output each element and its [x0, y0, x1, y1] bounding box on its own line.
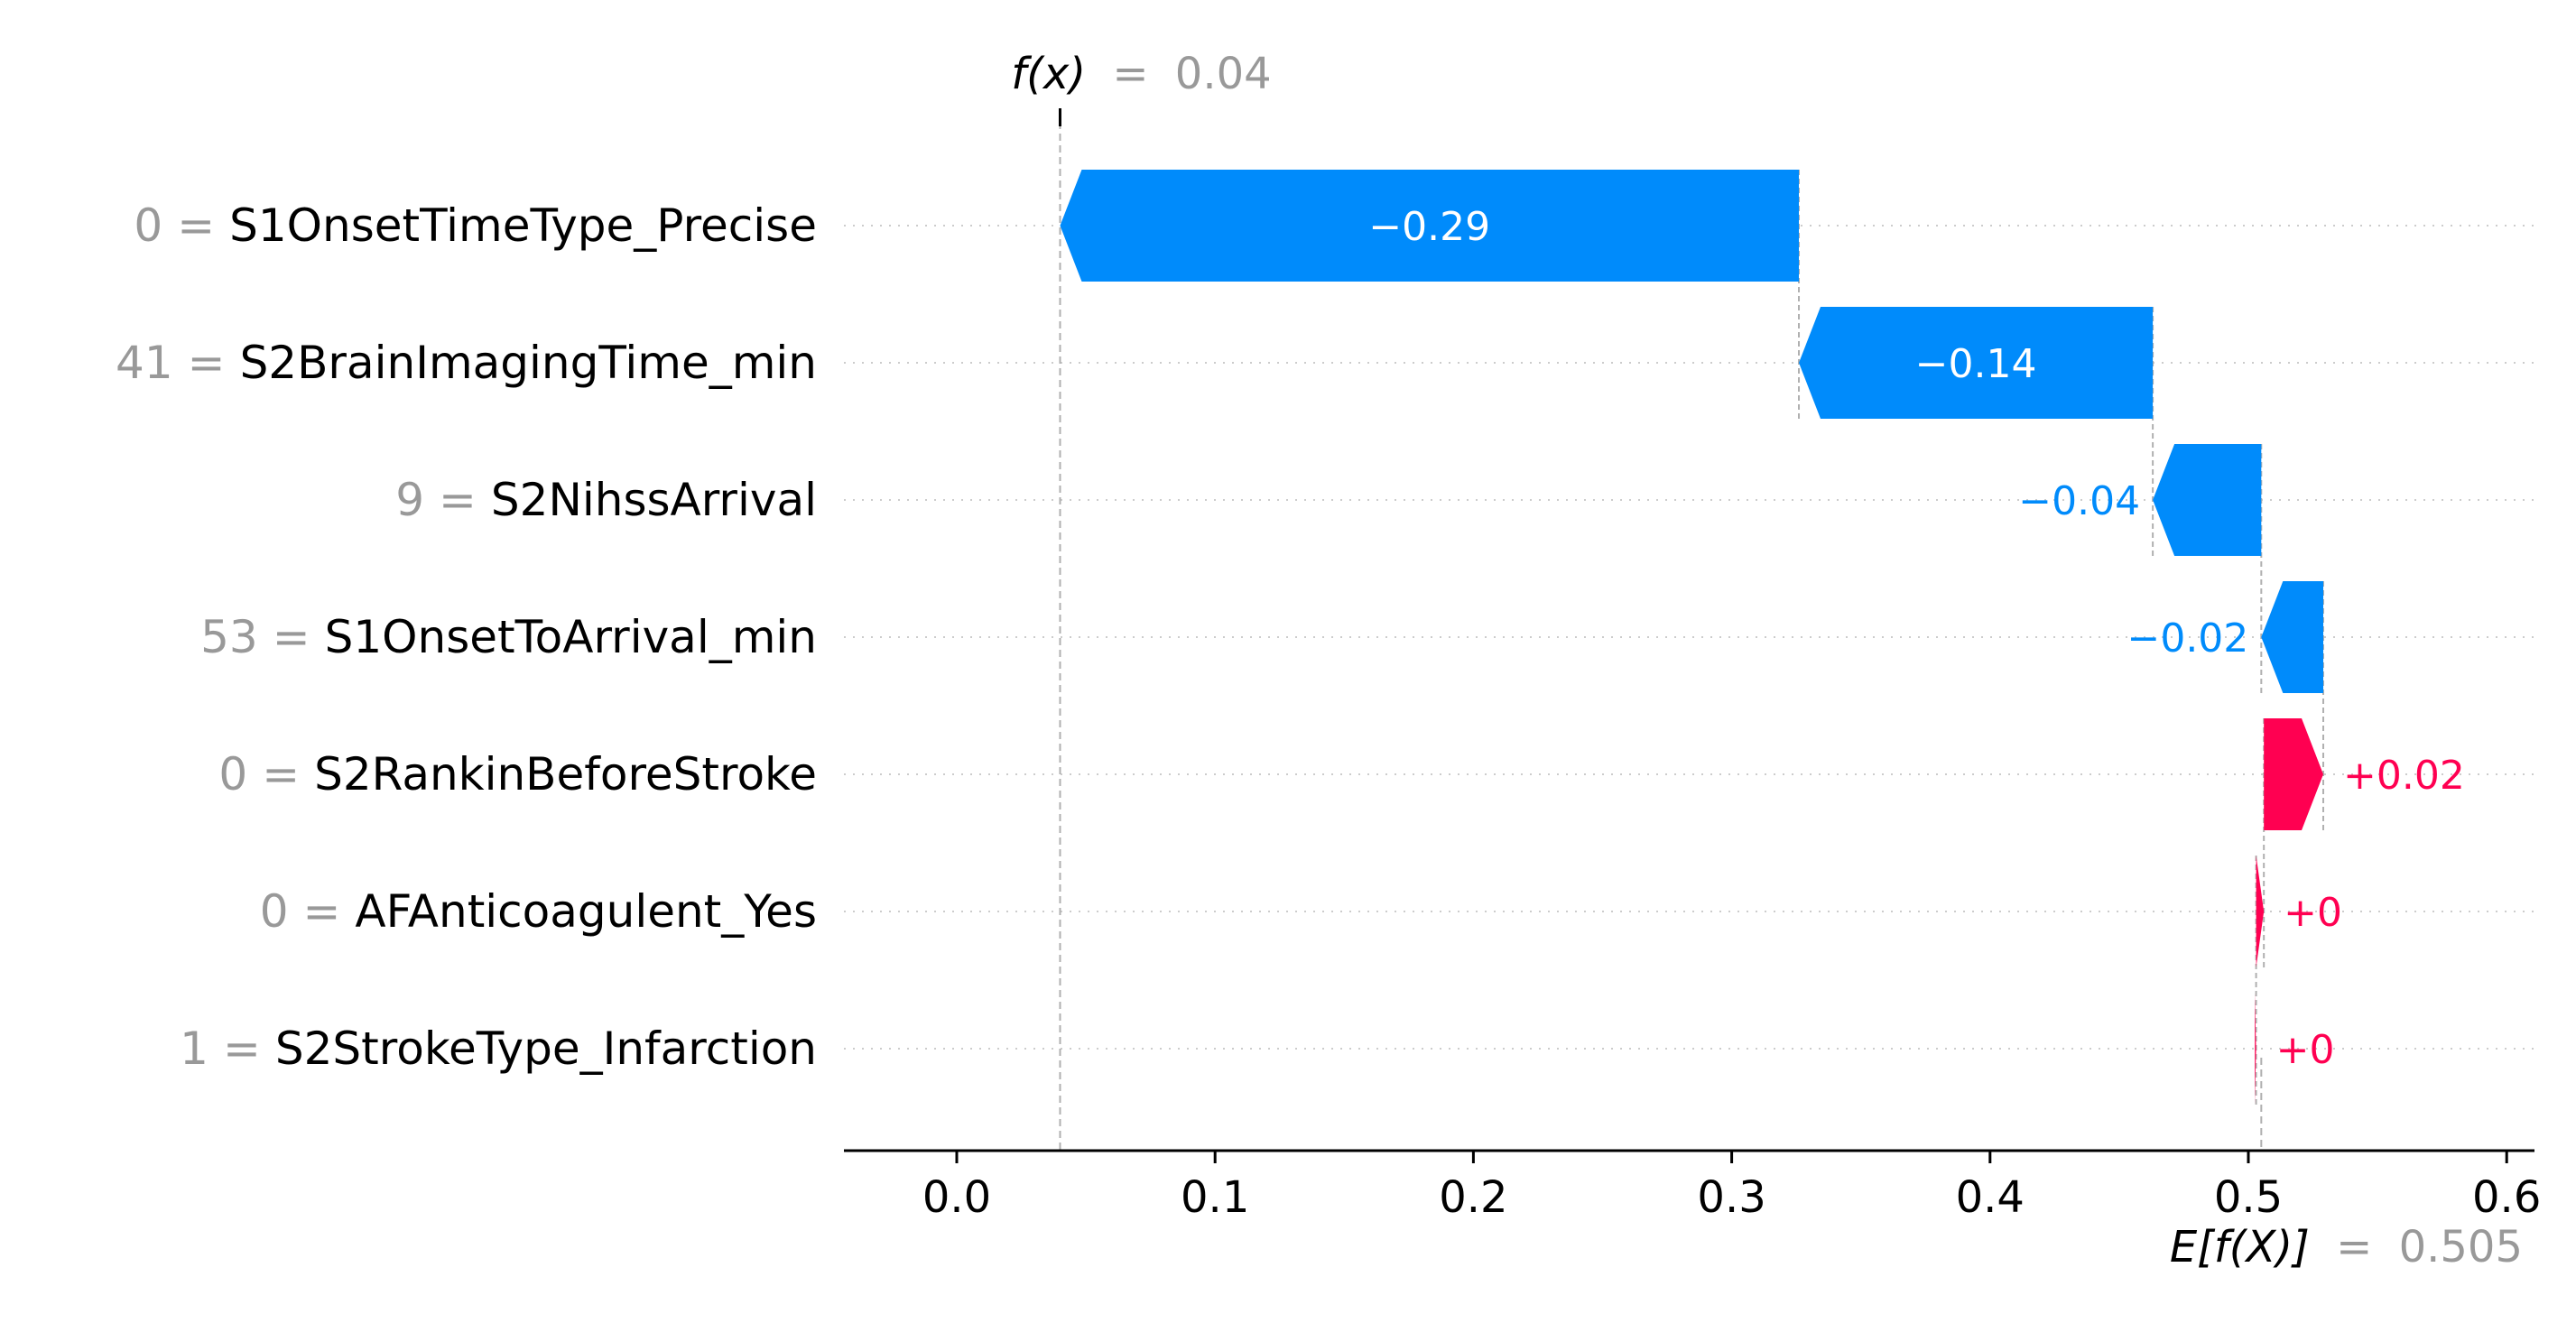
bar-S2StrokeType_Infarction: [2255, 993, 2256, 1105]
x-tick-label: 0.4: [1956, 1172, 2025, 1223]
feature-eq: =: [188, 337, 226, 389]
bar-S1OnsetToArrival_min: [2261, 581, 2323, 693]
feature-name: S2BrainImagingTime_min: [240, 337, 817, 389]
x-tick-label: 0.0: [922, 1172, 991, 1223]
feature-eq: =: [177, 199, 215, 252]
feature-name: S2StrokeType_Infarction: [275, 1022, 817, 1075]
feature-label: 0 = AFAnticoagulent_Yes: [260, 885, 817, 938]
bar-S1OnsetTimeType_Precise: [1060, 170, 1800, 282]
efx-value: 0.505: [2399, 1222, 2523, 1272]
bar-value-label: −0.04: [2018, 478, 2140, 524]
feature-label: 9 = S2NihssArrival: [395, 474, 817, 526]
feature-value: 53: [200, 611, 258, 663]
feature-value: 0: [134, 199, 162, 252]
bar-S2RankinBeforeStroke: [2264, 718, 2323, 830]
bars: −0.29 −0.14 −0.04 −0.02 +0.02 +0 +0: [1060, 170, 2465, 1105]
feature-label: 1 = S2StrokeType_Infarction: [180, 1022, 817, 1075]
bar-value-label: +0.02: [2343, 753, 2465, 799]
bar-value-label: +0: [2284, 890, 2342, 936]
x-tick-label: 0.2: [1439, 1172, 1507, 1223]
feature-value: 41: [116, 337, 173, 389]
x-tick-label: 0.5: [2214, 1172, 2283, 1223]
feature-value: 9: [395, 474, 424, 526]
efx-eq: =: [2336, 1222, 2372, 1272]
feature-label: 41 = S2BrainImagingTime_min: [116, 337, 817, 389]
feature-label: 0 = S2RankinBeforeStroke: [218, 748, 817, 800]
feature-eq: =: [303, 885, 341, 938]
feature-eq: =: [439, 474, 477, 526]
feature-labels: 0 = S1OnsetTimeType_Precise 41 = S2BrainImagi…: [116, 199, 817, 1075]
fx-annotation: f(x) = 0.04: [1011, 49, 1271, 99]
annotations: f(x) = 0.04 E[f(X)] = 0.505: [1011, 49, 2523, 1272]
feature-label: 0 = S1OnsetTimeType_Precise: [134, 199, 817, 252]
feature-label: 53 = S1OnsetToArrival_min: [200, 611, 817, 663]
feature-value: 0: [218, 748, 247, 800]
fx-prefix: f(x): [1011, 49, 1086, 99]
feature-eq: =: [262, 748, 300, 800]
feature-name: S2NihssArrival: [491, 474, 817, 526]
feature-name: AFAnticoagulent_Yes: [355, 885, 817, 938]
bar-S2NihssArrival: [2153, 444, 2262, 556]
feature-name: S1OnsetToArrival_min: [325, 611, 817, 663]
fx-eq: =: [1112, 49, 1148, 99]
x-tick-label: 0.6: [2472, 1172, 2541, 1223]
fx-value: 0.04: [1175, 49, 1272, 99]
x-axis: 0.0 0.1 0.2 0.3 0.4 0.5 0.6: [844, 1149, 2541, 1223]
bar-value-label: −0.02: [2127, 615, 2248, 662]
bar-AFAnticoagulent_Yes: [2256, 856, 2265, 967]
feature-value: 1: [180, 1022, 208, 1075]
bar-value-label: −0.29: [1368, 204, 1490, 250]
bar-value-label: +0: [2276, 1027, 2335, 1073]
bar-value-label: −0.14: [1915, 341, 2037, 387]
x-tick-label: 0.3: [1697, 1172, 1765, 1223]
bar-S2BrainImagingTime_min: [1799, 307, 2154, 419]
feature-name: S2RankinBeforeStroke: [314, 748, 817, 800]
feature-eq: =: [273, 611, 310, 663]
feature-name: S1OnsetTimeType_Precise: [229, 199, 817, 252]
x-tick-label: 0.1: [1181, 1172, 1249, 1223]
feature-value: 0: [260, 885, 289, 938]
efx-annotation: E[f(X)] = 0.505: [2170, 1222, 2523, 1272]
efx-prefix: E[f(X)]: [2170, 1222, 2310, 1272]
feature-eq: =: [223, 1022, 261, 1075]
